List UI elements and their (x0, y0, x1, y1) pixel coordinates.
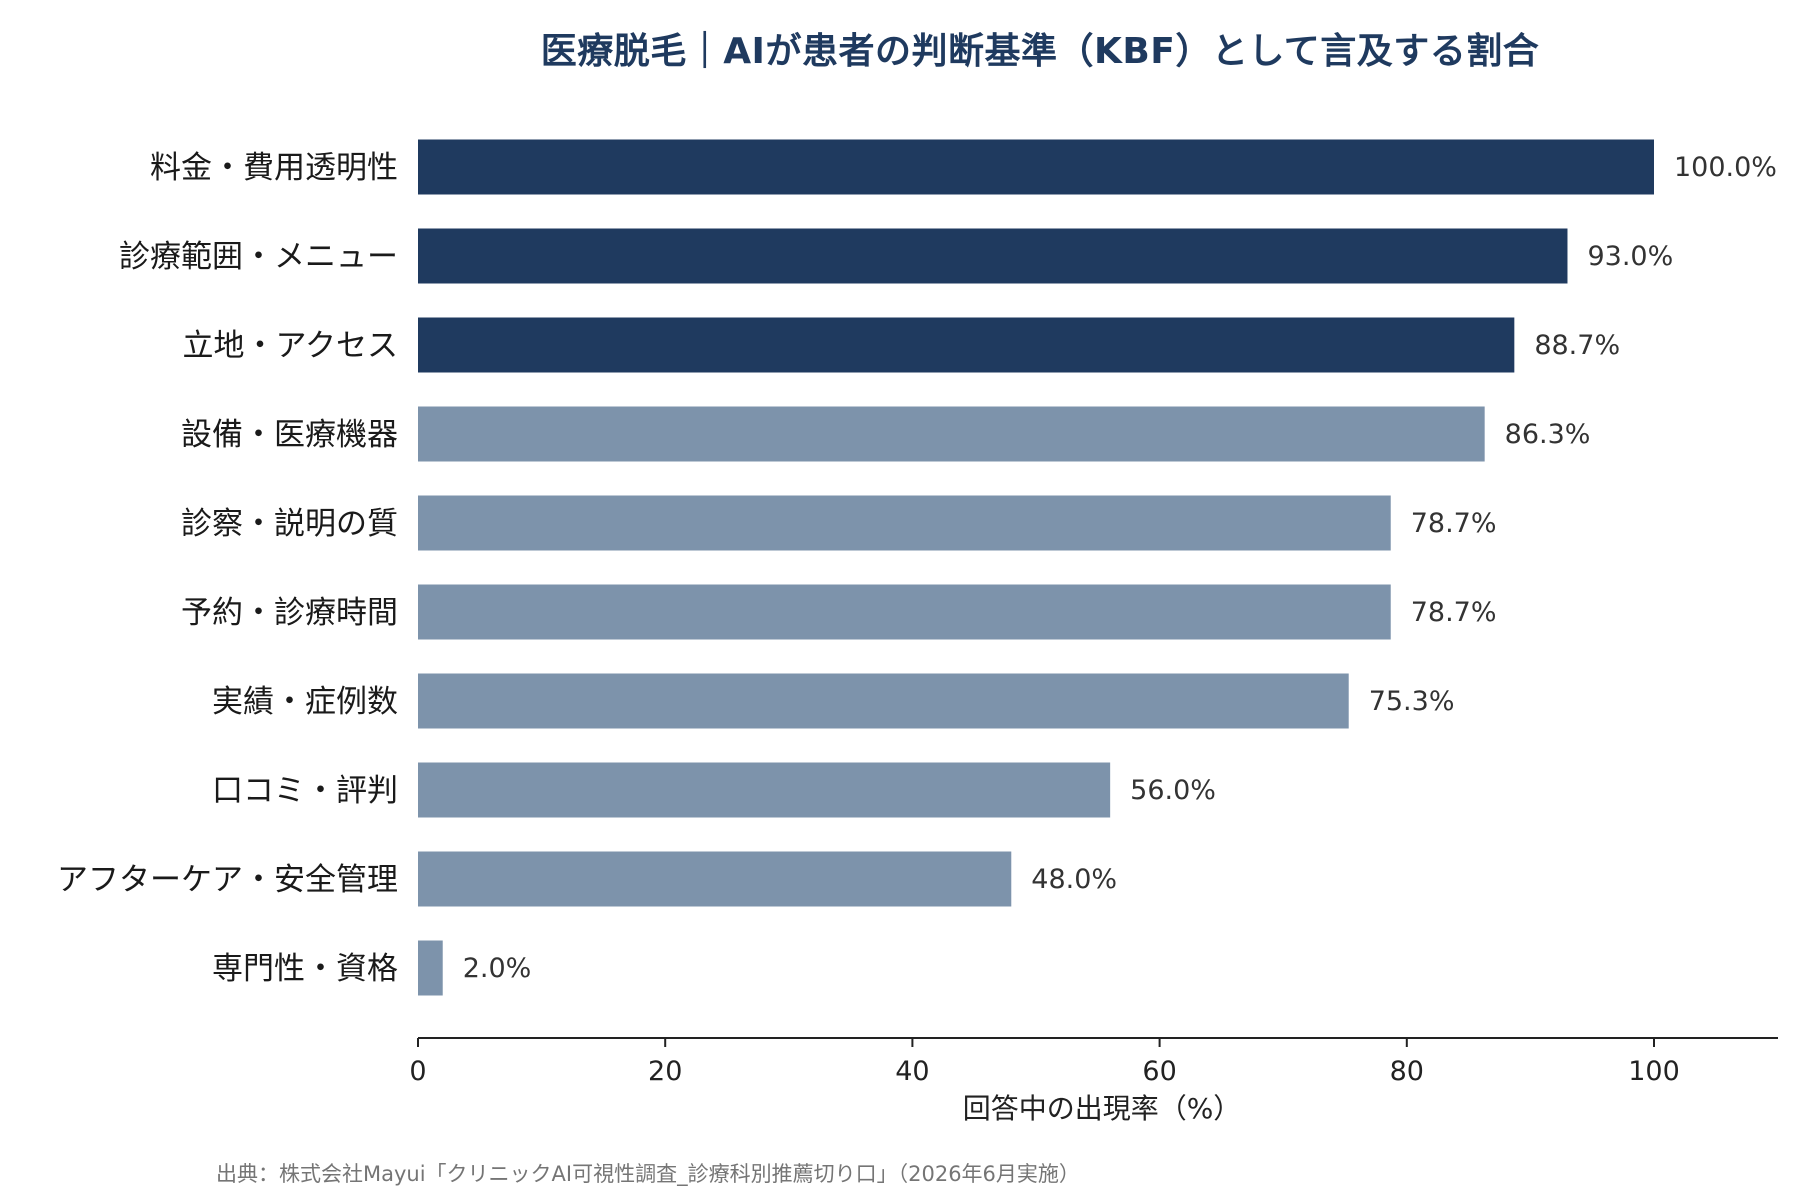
value-label: 75.3% (1369, 686, 1455, 717)
bar (418, 139, 1654, 195)
source-note: 出典：株式会社Mayui「クリニックAI可視性調査_診療科別推薦切り口」（202… (216, 1162, 1080, 1186)
category-label: 診察・説明の質 (181, 506, 398, 542)
value-label: 2.0% (463, 953, 532, 984)
value-label: 100.0% (1674, 152, 1777, 183)
x-axis-label: 回答中の出現率（%） (963, 1092, 1242, 1125)
bar (418, 228, 1568, 284)
bar (418, 673, 1349, 729)
x-tick-label: 80 (1390, 1056, 1424, 1087)
category-label: 専門性・資格 (212, 951, 398, 987)
category-label: 設備・医療機器 (181, 417, 398, 453)
value-label: 56.0% (1130, 775, 1216, 806)
category-label: 実績・症例数 (212, 684, 398, 720)
category-label: 料金・費用透明性 (150, 150, 398, 186)
x-tick-label: 0 (409, 1056, 426, 1087)
x-tick-label: 100 (1628, 1056, 1680, 1087)
value-label: 88.7% (1534, 330, 1620, 361)
bars-layer: 料金・費用透明性 100.0% 診療範囲・メニュー 93.0% 立地・アクセス 88.7%… (57, 139, 1777, 996)
bar (418, 762, 1111, 818)
bar (418, 495, 1391, 551)
category-label: 立地・アクセス (183, 328, 398, 364)
x-axis: 0 20 40 60 80 100 (409, 1037, 1778, 1087)
value-label: 78.7% (1411, 508, 1497, 539)
category-label: 診療範囲・メニュー (119, 239, 398, 275)
value-label: 86.3% (1505, 419, 1591, 450)
bar (418, 851, 1012, 907)
bar (418, 317, 1515, 373)
bar (418, 584, 1391, 640)
x-tick-label: 60 (1142, 1056, 1176, 1087)
category-label: 口コミ・評判 (212, 773, 398, 809)
chart-title: 医療脱毛｜AIが患者の判断基準（KBF）として言及する割合 (540, 31, 1540, 72)
value-label: 48.0% (1031, 864, 1117, 895)
bar (418, 406, 1485, 462)
bar (418, 940, 443, 996)
x-tick-label: 20 (648, 1056, 682, 1087)
x-tick-label: 40 (895, 1056, 929, 1087)
value-label: 78.7% (1411, 597, 1497, 628)
category-label: 予約・診療時間 (181, 595, 398, 631)
category-label: アフターケア・安全管理 (57, 862, 398, 898)
value-label: 93.0% (1587, 241, 1673, 272)
